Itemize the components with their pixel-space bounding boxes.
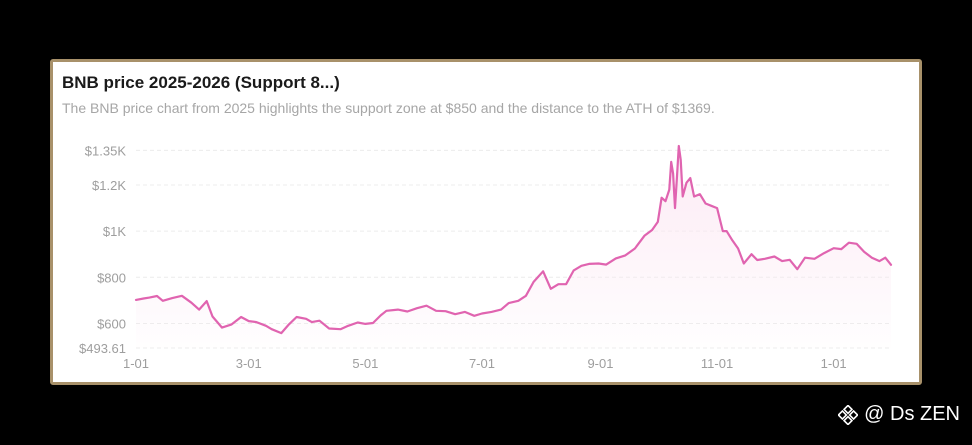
watermark-text: @ Ds ZEN bbox=[864, 403, 960, 425]
y-tick-label: $600 bbox=[97, 316, 126, 331]
chart-subtitle: The BNB price chart from 2025 highlights… bbox=[62, 100, 715, 116]
y-tick-label: $1.2K bbox=[92, 178, 126, 193]
x-tick-label: 5-01 bbox=[352, 356, 378, 371]
price-chart: $493.61 $600 $800 $1K $1.2K $1.35K 1-01 3-01 5-0… bbox=[79, 143, 893, 371]
y-tick-label: $1.35K bbox=[85, 143, 127, 158]
x-tick-label: 1-01 bbox=[123, 356, 149, 371]
x-tick-label: 7-01 bbox=[469, 356, 495, 371]
y-tick-label: $1K bbox=[103, 224, 126, 239]
x-tick-label: 9-01 bbox=[587, 356, 613, 371]
x-tick-label: 11-01 bbox=[701, 356, 733, 371]
watermark: @ Ds ZEN bbox=[838, 403, 960, 426]
binance-logo-icon bbox=[838, 404, 859, 425]
y-tick-label: $800 bbox=[97, 270, 126, 285]
x-tick-label: 1-01 bbox=[821, 356, 847, 371]
chart-card: BNB price 2025-2026 (Support 8...) The B… bbox=[50, 59, 922, 385]
y-tick-label: $493.61 bbox=[79, 341, 126, 356]
x-tick-label: 3-01 bbox=[236, 356, 262, 371]
price-area bbox=[136, 146, 891, 348]
chart-title: BNB price 2025-2026 (Support 8...) bbox=[62, 73, 340, 92]
price-line bbox=[134, 144, 893, 335]
